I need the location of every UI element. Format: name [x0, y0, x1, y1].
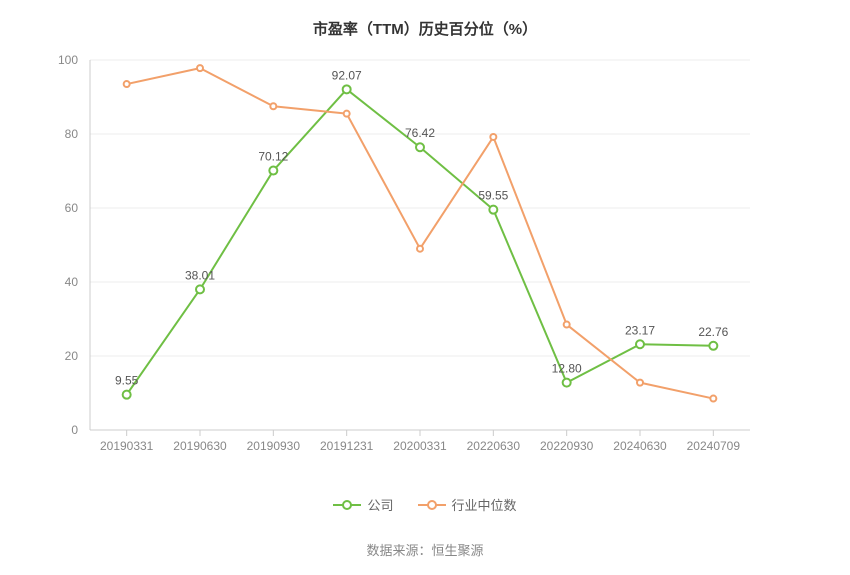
series-marker-1 [197, 65, 203, 71]
series-line-1 [127, 68, 714, 398]
legend-swatch-icon [418, 498, 446, 512]
legend-item-0[interactable]: 公司 [333, 495, 393, 514]
y-tick-label: 0 [71, 423, 78, 437]
series-marker-0 [196, 285, 204, 293]
x-tick-label: 20240630 [613, 439, 667, 453]
data-label: 9.55 [115, 374, 139, 388]
x-tick-label: 20240709 [687, 439, 741, 453]
pe-percentile-chart: 市盈率（TTM）历史百分位（%） 0 20 40 60 80 100 20190331 201… [0, 0, 850, 575]
y-tick-label: 80 [65, 127, 79, 141]
x-tick-label: 20220630 [467, 439, 521, 453]
x-tick-label: 20191231 [320, 439, 374, 453]
legend-label: 公司 [367, 495, 393, 514]
series-marker-0 [563, 379, 571, 387]
series-marker-0 [269, 167, 277, 175]
data-label: 23.17 [625, 323, 655, 337]
x-tick-label: 20200331 [393, 439, 447, 453]
series-marker-0 [416, 143, 424, 151]
plot-area: 0204060801002019033120190630201909302019… [90, 60, 750, 470]
data-label: 92.07 [332, 68, 362, 82]
series-marker-1 [344, 111, 350, 117]
data-label: 76.42 [405, 126, 435, 140]
series-marker-1 [637, 380, 643, 386]
y-tick-label: 60 [65, 201, 79, 215]
data-label: 12.80 [552, 362, 582, 376]
series-marker-1 [710, 396, 716, 402]
data-label: 59.55 [478, 189, 508, 203]
y-tick-label: 100 [58, 53, 78, 67]
legend: 公司 行业中位数 [0, 495, 850, 515]
series-marker-1 [490, 134, 496, 140]
data-label: 22.76 [698, 325, 728, 339]
series-marker-0 [489, 206, 497, 214]
series-marker-1 [270, 103, 276, 109]
legend-swatch-icon [333, 498, 361, 512]
data-label: 38.01 [185, 268, 215, 282]
y-tick-label: 20 [65, 349, 79, 363]
series-marker-0 [123, 391, 131, 399]
series-marker-0 [343, 85, 351, 93]
series-marker-1 [124, 81, 130, 87]
series-marker-1 [417, 246, 423, 252]
series-marker-1 [564, 322, 570, 328]
series-marker-0 [636, 340, 644, 348]
data-source-note: 数据来源：恒生聚源 [0, 540, 850, 559]
y-tick-label: 40 [65, 275, 79, 289]
series-marker-0 [709, 342, 717, 350]
x-tick-label: 20190930 [247, 439, 301, 453]
legend-label: 行业中位数 [452, 495, 517, 514]
data-label: 70.12 [258, 150, 288, 164]
x-tick-label: 20190630 [173, 439, 227, 453]
x-tick-label: 20220930 [540, 439, 594, 453]
chart-title: 市盈率（TTM）历史百分位（%） [0, 18, 850, 39]
legend-item-1[interactable]: 行业中位数 [418, 495, 517, 514]
x-tick-label: 20190331 [100, 439, 154, 453]
